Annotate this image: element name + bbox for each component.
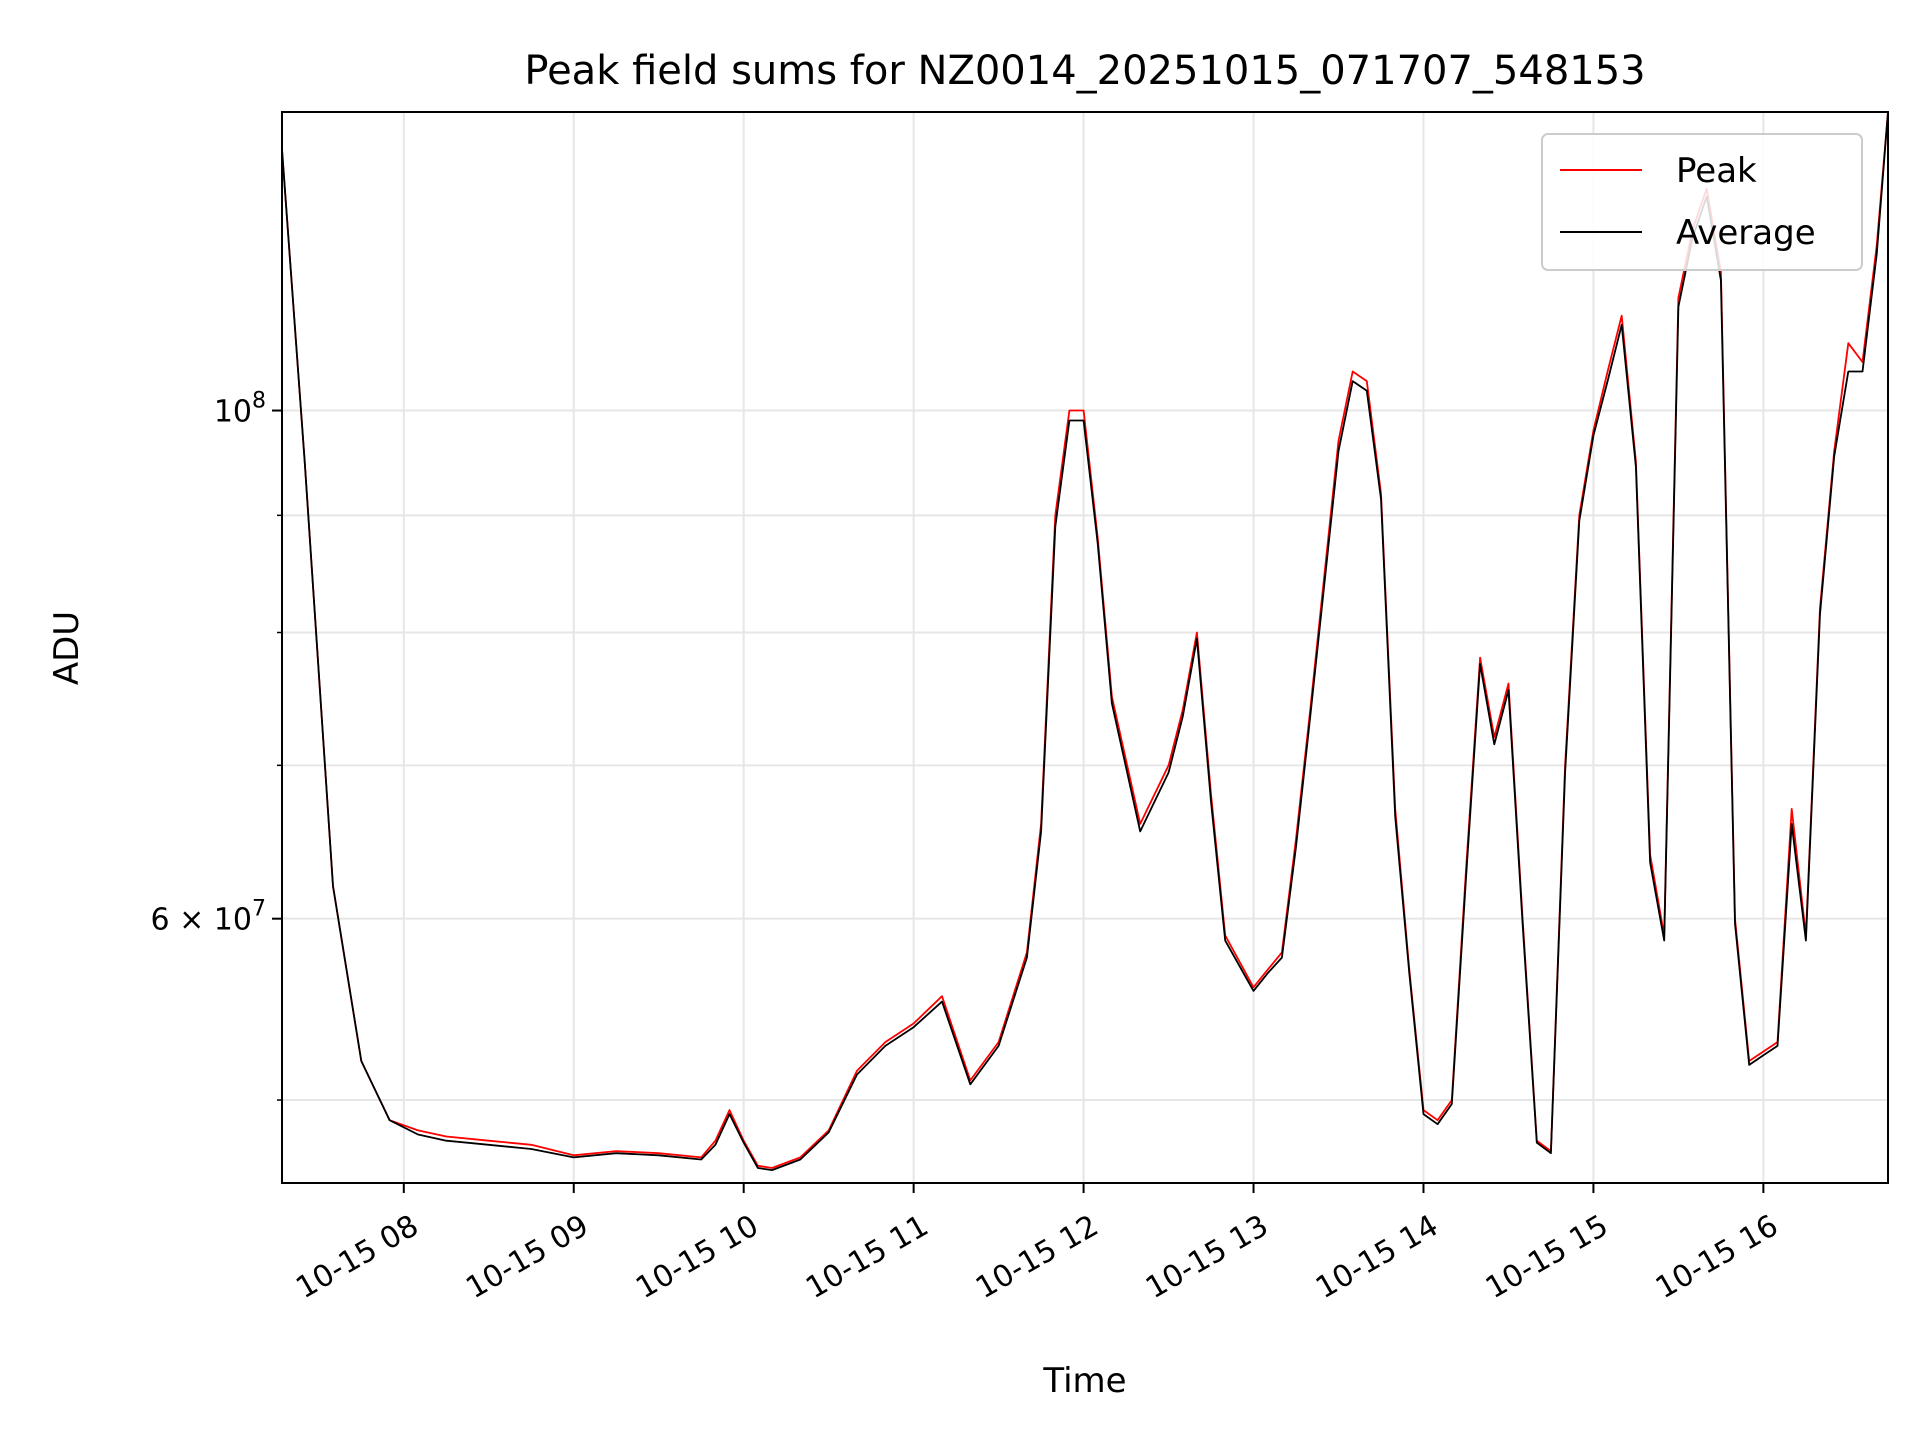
legend: Peak Average	[1541, 133, 1863, 271]
y-tick-label: 6 × 107	[151, 897, 266, 938]
legend-box	[1541, 133, 1863, 271]
y-axis-label: ADU	[47, 611, 87, 685]
y-axis-ticks: 108 6 × 107	[151, 389, 282, 1101]
x-axis-label: Time	[1042, 1361, 1126, 1401]
chart-title: Peak field sums for NZ0014_20251015_0717…	[524, 48, 1645, 94]
y-tick-label: 108	[214, 389, 266, 430]
legend-label-peak: Peak	[1676, 151, 1757, 191]
gridlines	[282, 112, 1888, 1183]
legend-label-average: Average	[1676, 213, 1816, 253]
plot-frame	[281, 111, 1889, 1184]
